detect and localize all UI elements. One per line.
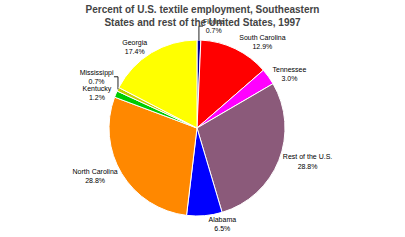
svg-text:Kentucky1.2%: Kentucky1.2% [82, 85, 111, 101]
svg-text:Rest of the U.S.28.8%: Rest of the U.S.28.8% [283, 153, 332, 169]
svg-text:North Carolina28.8%: North Carolina28.8% [73, 168, 118, 184]
svg-text:Mississippi0.7%: Mississippi0.7% [80, 69, 114, 85]
svg-text:Percent of U.S. textile employ: Percent of U.S. textile employment, Sout… [86, 4, 320, 28]
svg-text:Alabama6.5%: Alabama6.5% [208, 216, 236, 232]
svg-text:Tennessee3.0%: Tennessee3.0% [273, 66, 307, 82]
svg-text:Florida0.7%: Florida0.7% [203, 18, 225, 34]
svg-text:Georgia17.4%: Georgia17.4% [122, 39, 147, 55]
svg-text:South Carolina12.9%: South Carolina12.9% [239, 34, 285, 50]
